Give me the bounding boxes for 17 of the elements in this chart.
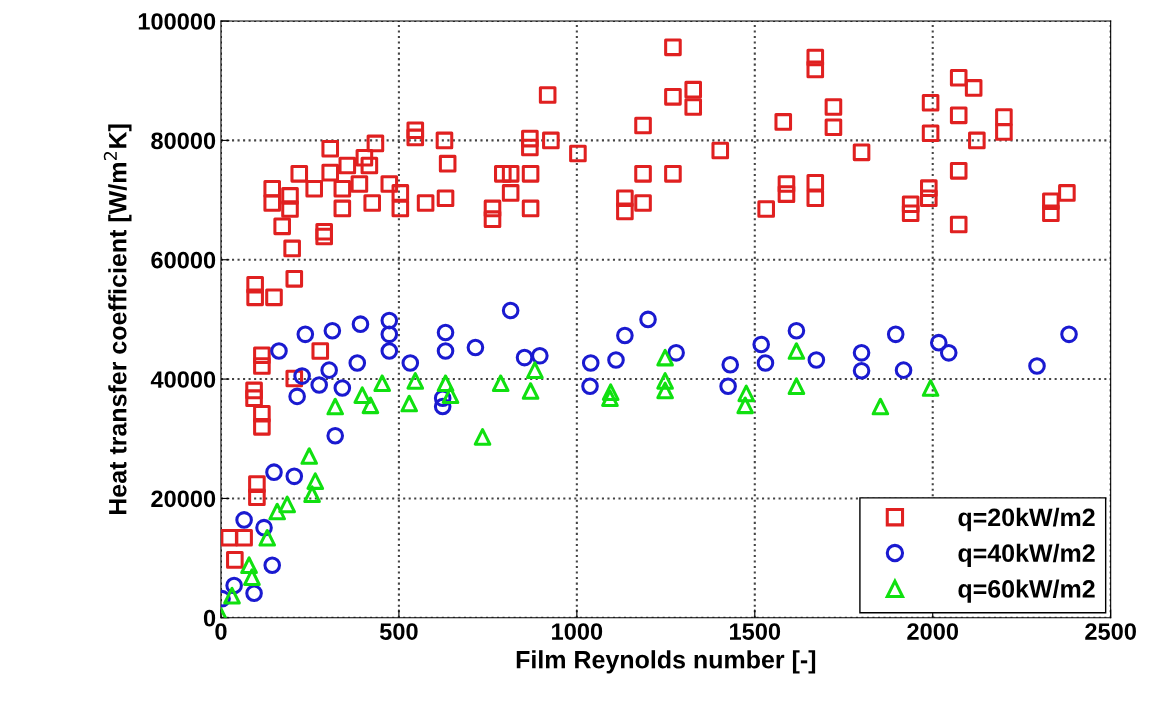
x-tick-label: 500 bbox=[379, 623, 418, 640]
x-tick-label: 2500 bbox=[1085, 623, 1136, 640]
legend-label: q=60kW/m2 bbox=[958, 579, 1095, 603]
y-tick-label: 20000 bbox=[151, 490, 216, 508]
x-tick-label: 0 bbox=[215, 623, 227, 640]
y-tick-label: 80000 bbox=[151, 132, 216, 150]
y-axis-title: Heat transfer coefficient [W/m$^{2}$K] bbox=[103, 124, 132, 515]
y-tick-label: 0 bbox=[203, 609, 216, 627]
x-tick-label: 1500 bbox=[730, 623, 781, 640]
legend-label: q=20kW/m2 bbox=[958, 507, 1095, 532]
x-tick-label: 2000 bbox=[907, 623, 959, 640]
y-tick-label: 100000 bbox=[138, 13, 216, 30]
x-tick-label: 1000 bbox=[552, 623, 603, 640]
y-tick-label: 40000 bbox=[150, 371, 216, 388]
x-axis-title: Film Reynolds number [-] bbox=[516, 650, 816, 674]
y-tick-label: 60000 bbox=[151, 251, 216, 269]
legend-label: q=40kW/m2 bbox=[958, 543, 1095, 567]
